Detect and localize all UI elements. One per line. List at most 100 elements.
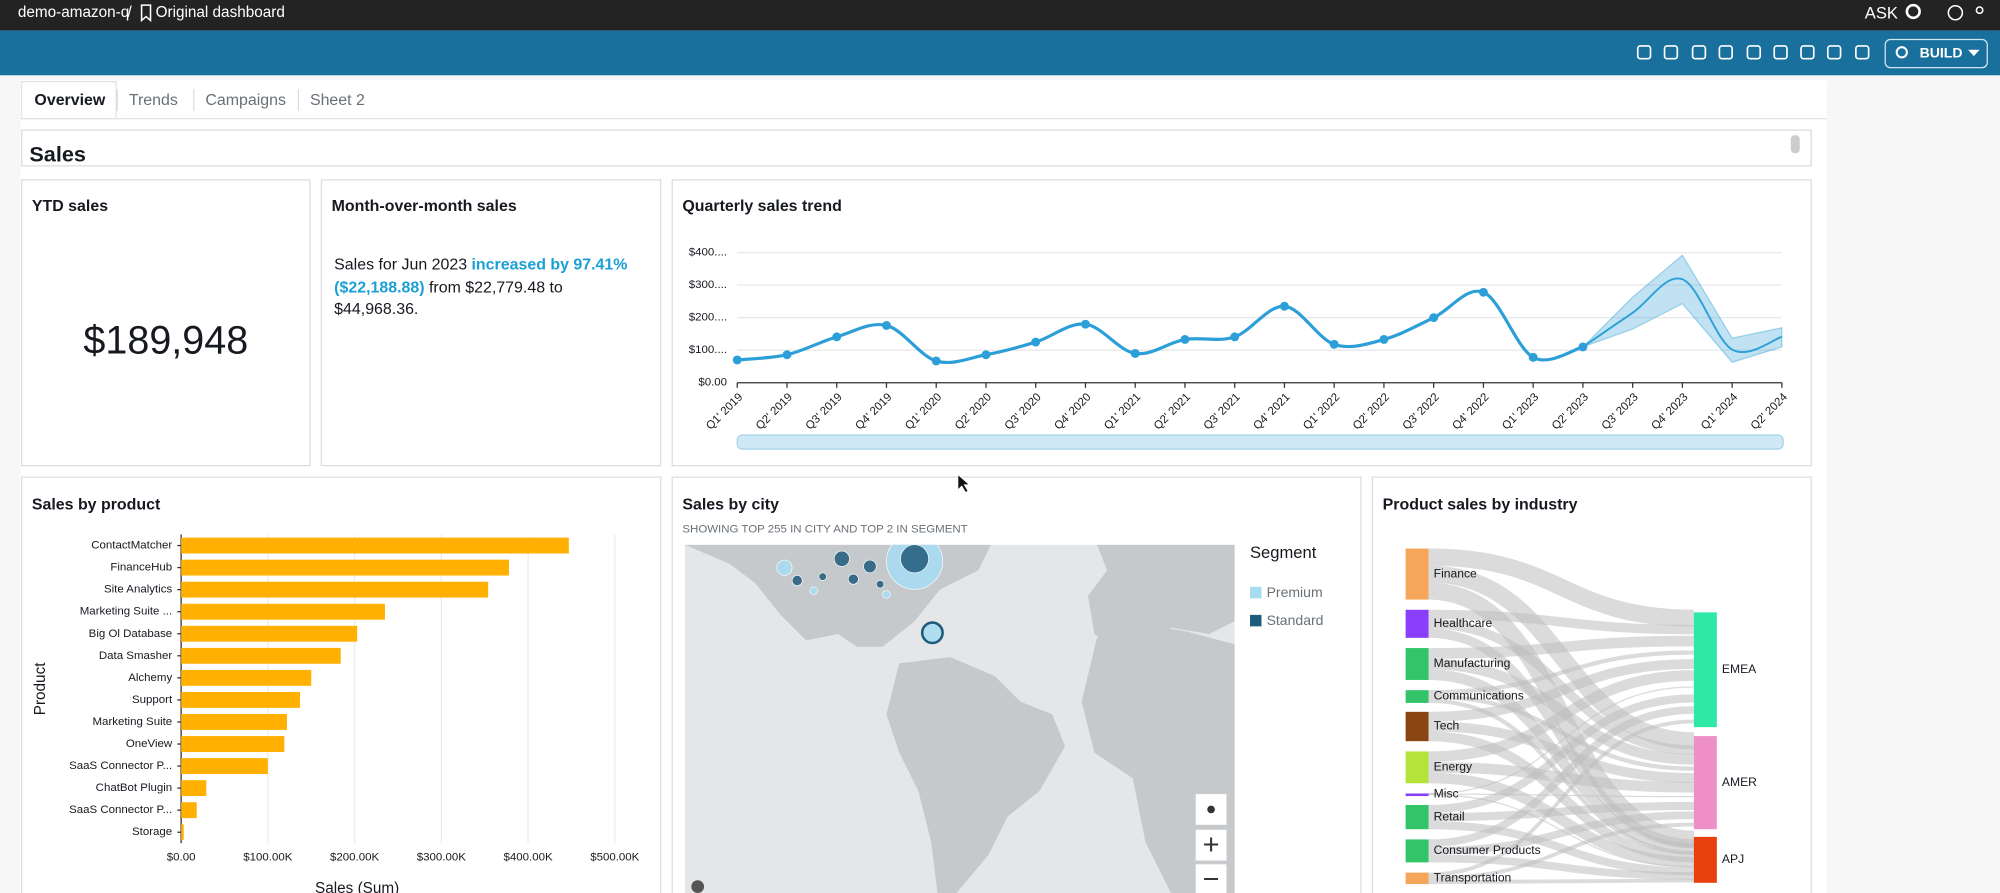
point bbox=[1080, 319, 1090, 329]
point bbox=[1478, 287, 1488, 297]
toolbar-icon[interactable] bbox=[1691, 45, 1707, 60]
point bbox=[1130, 348, 1140, 358]
source-node bbox=[1405, 711, 1429, 742]
bubble bbox=[900, 544, 929, 574]
tab[interactable]: Trends bbox=[129, 92, 178, 109]
target-label: EMEA bbox=[1722, 662, 1757, 676]
source-label: Energy bbox=[1434, 760, 1473, 774]
toolbar-icon[interactable] bbox=[1855, 45, 1870, 60]
flow bbox=[1428, 801, 1694, 822]
y-tick-label: SaaS Connector P... bbox=[69, 760, 172, 772]
toolbar-icon[interactable] bbox=[1800, 45, 1815, 60]
source-label: Consumer Products bbox=[1434, 843, 1541, 857]
y-axis-label: Product bbox=[32, 662, 49, 715]
bubble bbox=[920, 621, 944, 645]
source-node bbox=[1405, 751, 1429, 784]
panel bbox=[320, 179, 662, 467]
source-label: Communications bbox=[1434, 689, 1524, 703]
x-axis-label: Sales (Sum) bbox=[315, 880, 399, 893]
range-slider[interactable] bbox=[736, 434, 1784, 450]
y-tick-label: Support bbox=[132, 694, 173, 706]
legend-label: Premium bbox=[1267, 584, 1323, 600]
scroll-thumb[interactable] bbox=[1790, 135, 1800, 154]
toolbar-icon[interactable] bbox=[1826, 45, 1842, 60]
ask-button[interactable]: ASK bbox=[1865, 3, 1898, 22]
line bbox=[1582, 277, 1783, 353]
toolbar-icon[interactable] bbox=[1718, 45, 1733, 60]
cursor bbox=[957, 473, 971, 493]
source-label: Finance bbox=[1434, 566, 1477, 580]
tab[interactable]: Sheet 2 bbox=[310, 92, 365, 109]
bubble bbox=[875, 580, 885, 589]
legend-title: Segment bbox=[1250, 543, 1317, 562]
point bbox=[782, 350, 792, 360]
source-node bbox=[1405, 872, 1429, 885]
section-header bbox=[21, 129, 1812, 167]
build-button[interactable] bbox=[1884, 38, 1988, 69]
y-tick-label: Data Smasher bbox=[99, 650, 172, 662]
bar bbox=[181, 824, 184, 841]
y-tick-label: FinanceHub bbox=[110, 562, 172, 574]
mom-change: increased by 97.41% bbox=[472, 257, 628, 274]
land bbox=[1088, 544, 1235, 654]
help-icon[interactable] bbox=[1947, 4, 1964, 21]
bubble bbox=[847, 573, 859, 585]
flow bbox=[1428, 650, 1694, 695]
point bbox=[1528, 352, 1538, 362]
target-node bbox=[1693, 736, 1717, 830]
search-icon[interactable] bbox=[1905, 3, 1921, 20]
chart-title: Sales by product bbox=[32, 496, 161, 513]
mom-text: Sales for Jun 2023 increased by 97.41% bbox=[334, 257, 627, 274]
mom-title: Month-over-month sales bbox=[332, 198, 517, 215]
x-tick-label: $500.00K bbox=[590, 851, 639, 863]
y-tick-label: OneView bbox=[126, 738, 173, 750]
y-tick-label: ChatBot Plugin bbox=[96, 782, 173, 794]
y-tick-label: $400.... bbox=[689, 247, 727, 259]
separator: / bbox=[128, 4, 133, 21]
point bbox=[1180, 334, 1190, 344]
target-node bbox=[1693, 612, 1717, 728]
recenter-glyph bbox=[1207, 805, 1215, 814]
x-tick-label: $200.00K bbox=[330, 851, 379, 863]
mom-prefix: Sales for Jun 2023 bbox=[334, 257, 467, 274]
bar bbox=[181, 537, 569, 554]
source-node bbox=[1405, 839, 1429, 863]
info-icon[interactable] bbox=[691, 880, 705, 893]
source-node bbox=[1405, 690, 1429, 703]
dashboard-name[interactable]: Original dashboard bbox=[156, 4, 285, 21]
bubble bbox=[882, 590, 891, 599]
toolbar-icon[interactable] bbox=[1636, 45, 1652, 60]
flow bbox=[1428, 878, 1694, 885]
point bbox=[1429, 313, 1439, 323]
zoom-out-button[interactable] bbox=[1194, 863, 1228, 893]
toolbar-icon[interactable] bbox=[1663, 45, 1679, 60]
flow bbox=[1428, 548, 1694, 627]
flow bbox=[1428, 670, 1694, 763]
toolbar bbox=[0, 30, 2000, 76]
source-label: Tech bbox=[1434, 719, 1460, 733]
point bbox=[1279, 301, 1289, 311]
tab[interactable]: Campaigns bbox=[205, 92, 286, 109]
flow bbox=[1428, 706, 1694, 848]
source-label: Transportation bbox=[1434, 871, 1512, 885]
y-tick-label: $100.... bbox=[689, 344, 727, 356]
build-label: BUILD bbox=[1920, 44, 1963, 60]
y-tick-label: Alchemy bbox=[128, 672, 172, 684]
land bbox=[886, 656, 1066, 893]
kpi-title: YTD sales bbox=[32, 198, 108, 215]
bubble bbox=[791, 575, 803, 586]
map[interactable] bbox=[684, 533, 1235, 893]
user-icon[interactable] bbox=[1975, 6, 1984, 15]
flow bbox=[1428, 822, 1694, 881]
y-tick-label: $200.... bbox=[689, 312, 727, 324]
flow bbox=[1428, 669, 1694, 854]
bubble bbox=[818, 572, 827, 581]
flow bbox=[1428, 565, 1695, 750]
tab[interactable]: Overview bbox=[34, 92, 105, 109]
flow bbox=[1428, 659, 1694, 722]
point bbox=[882, 320, 891, 330]
toolbar-icon[interactable] bbox=[1773, 45, 1788, 60]
toolbar-icon[interactable] bbox=[1746, 45, 1762, 60]
breadcrumb[interactable]: demo-amazon-q bbox=[18, 4, 129, 21]
